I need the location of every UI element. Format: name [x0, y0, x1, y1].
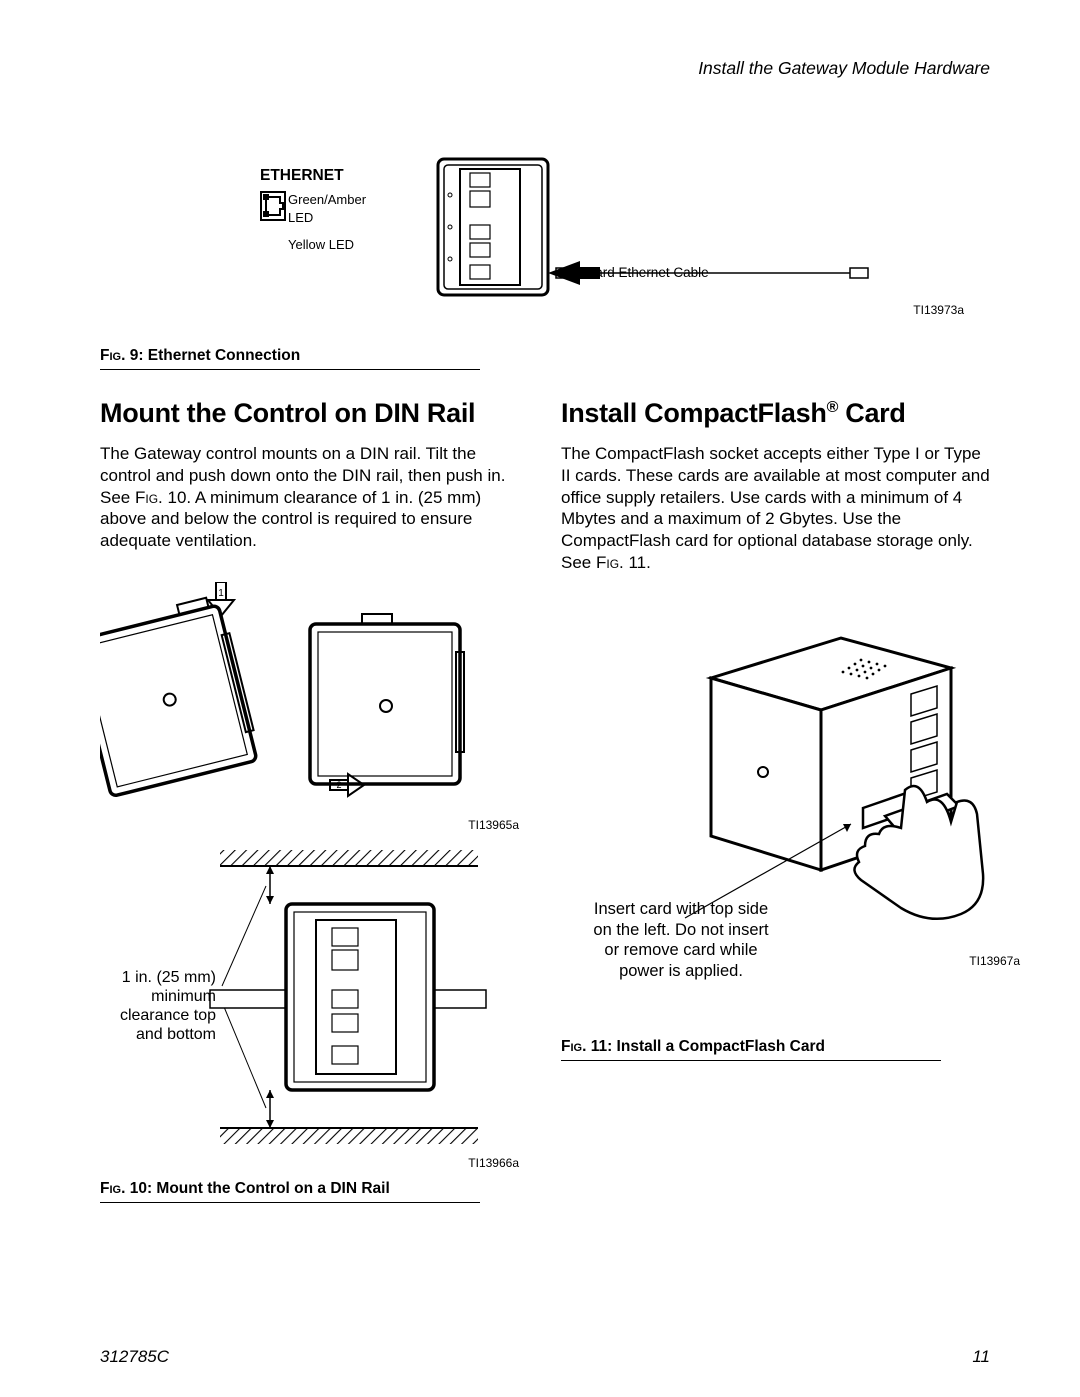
figure-10-caption-prefix: Fig.: [100, 1180, 125, 1197]
cf-note-l2: on the left. Do not insert: [577, 920, 785, 941]
figure-9-caption-rest: 9: Ethernet Connection: [125, 347, 300, 364]
figure-11-caption: Fig. 11: Install a CompactFlash Card: [561, 1038, 941, 1061]
figure-11-caption-rest: 11: Install a CompactFlash Card: [586, 1038, 825, 1055]
page-number: 11: [972, 1347, 990, 1367]
registered-mark: ®: [827, 399, 839, 416]
led-green-amber-line2: LED: [288, 209, 366, 227]
body-mount-figref: Fig.: [135, 488, 163, 507]
din-tilt-drawing: 1: [100, 582, 480, 822]
figure-10-caption: Fig. 10: Mount the Control on a DIN Rail: [100, 1180, 480, 1203]
ethernet-heading: ETHERNET: [260, 167, 344, 185]
clearance-line2: minimum: [96, 987, 216, 1006]
figure-9-ti-number: TI13973a: [913, 303, 964, 317]
page-footer: 312785C 11: [100, 1347, 990, 1367]
cf-note-l1: Insert card with top side: [577, 899, 785, 920]
ethernet-led-legend: Green/Amber LED Yellow LED: [288, 191, 366, 254]
cf-note-l4: power is applied.: [577, 961, 785, 982]
rj45-jack-icon: [260, 191, 286, 221]
body-cf-part2: 11.: [624, 553, 651, 572]
clearance-line4: and bottom: [96, 1025, 216, 1044]
heading-cf-post: Card: [838, 398, 906, 428]
cable-label: Standard Ethernet Cable: [560, 265, 709, 280]
body-mount-din: The Gateway control mounts on a DIN rail…: [100, 443, 529, 552]
body-compactflash: The CompactFlash socket accepts either T…: [561, 443, 990, 574]
figure-10-lower: 1 in. (25 mm) minimum clearance top and …: [100, 850, 529, 1170]
cf-note-l3: or remove card while: [577, 940, 785, 961]
compactflash-note: Insert card with top side on the left. D…: [577, 899, 785, 982]
svg-text:2: 2: [336, 780, 341, 790]
svg-text:1: 1: [218, 588, 224, 599]
clearance-line1: 1 in. (25 mm): [96, 968, 216, 987]
left-column: Mount the Control on DIN Rail The Gatewa…: [100, 398, 529, 1203]
figure-10-upper: 1: [100, 582, 529, 832]
body-cf-figref: Fig.: [596, 553, 624, 572]
figure-11-caption-prefix: Fig.: [561, 1038, 586, 1055]
clearance-line3: clearance top: [96, 1006, 216, 1025]
led-green-amber-line1: Green/Amber: [288, 191, 366, 209]
running-head: Install the Gateway Module Hardware: [100, 58, 990, 79]
clearance-note: 1 in. (25 mm) minimum clearance top and …: [96, 968, 216, 1045]
gateway-module-drawing: [430, 155, 890, 315]
figure-10-caption-rest: 10: Mount the Control on a DIN Rail: [125, 1180, 389, 1197]
figure-11-ti-number: TI13967a: [969, 954, 1020, 968]
figure-10b-ti-number: TI13966a: [468, 1156, 519, 1170]
doc-number: 312785C: [100, 1347, 169, 1367]
heading-cf-pre: Install CompactFlash: [561, 398, 827, 428]
led-yellow: Yellow LED: [288, 236, 366, 254]
heading-compactflash: Install CompactFlash® Card: [561, 398, 990, 429]
right-column: Install CompactFlash® Card The CompactFl…: [561, 398, 990, 1203]
figure-9-area: ETHERNET Green/Amber LED Yellow LED Stan…: [100, 167, 990, 337]
heading-mount-din: Mount the Control on DIN Rail: [100, 398, 529, 429]
figure-9-caption-prefix: Fig.: [100, 347, 125, 364]
figure-11-block: Insert card with top side on the left. D…: [561, 618, 990, 1028]
figure-9-caption: Fig. 9: Ethernet Connection: [100, 347, 480, 370]
columns: Mount the Control on DIN Rail The Gatewa…: [100, 398, 990, 1203]
figure-10a-ti-number: TI13965a: [468, 818, 519, 832]
